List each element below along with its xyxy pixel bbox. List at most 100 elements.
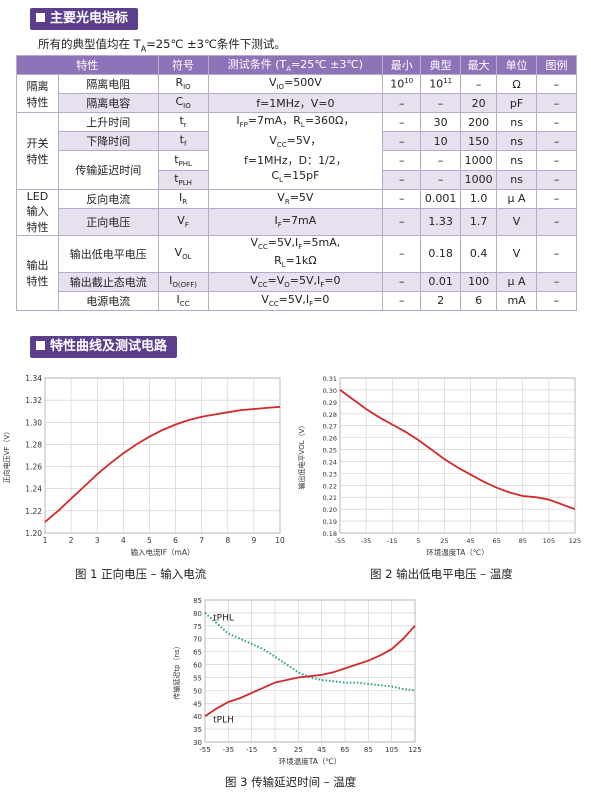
test-condition-note: 所有的典型值均在 TA=25℃ ±3℃条件下测试。 [38, 37, 286, 54]
figure: – [536, 93, 577, 113]
series-line-main [339, 389, 576, 511]
symbol: IR [157, 188, 209, 209]
x-tick-label: -35 [361, 537, 372, 545]
unit: μ A [496, 188, 538, 209]
condition: VCC=5V,IF=5mA, RL=1kΩ [207, 234, 384, 273]
y-tick-label: 0.21 [323, 494, 337, 502]
y-tick-label: 40 [193, 713, 202, 721]
x-axis-label: 环境温度TA（℃） [279, 756, 342, 766]
x-tick-label: 65 [493, 537, 501, 545]
typ: 1.33 [420, 207, 462, 236]
typ: 0.01 [420, 271, 462, 292]
symbol: RIO [157, 74, 209, 94]
y-tick-label: 1.26 [25, 463, 42, 472]
figure-caption-2: 图 2 输出低电平电压 – 温度 [370, 567, 513, 581]
x-tick-label: 125 [569, 537, 581, 545]
figure-caption-3: 图 3 传输延迟时间 – 温度 [225, 775, 357, 789]
square-icon [36, 13, 45, 22]
typ: 2 [420, 290, 462, 311]
min: – [382, 131, 422, 151]
y-tick-label: 35 [193, 726, 202, 734]
header-typ: 典型 [420, 55, 462, 75]
figure: – [536, 207, 577, 236]
condition: VR=5V [207, 188, 384, 209]
y-tick-label: 0.30 [323, 387, 337, 395]
unit: μ A [496, 271, 538, 292]
row-label: 输出截止态电流 [57, 271, 159, 292]
y-tick-label: 0.29 [323, 399, 337, 407]
y-tick-label: 55 [193, 674, 202, 682]
y-tick-label: 1.28 [25, 440, 42, 449]
y-tick-label: 1.34 [25, 374, 42, 383]
condition: f=1MHz，V=0 [207, 93, 384, 113]
x-tick-label: 85 [519, 537, 527, 545]
condition: IF=7mA [207, 207, 384, 236]
symbol: tr [157, 112, 209, 132]
symbol: tPHL [157, 150, 209, 171]
symbol: IO(OFF) [157, 271, 209, 292]
symbol: tPLH [157, 169, 209, 190]
x-tick-label: 9 [251, 536, 256, 545]
header-unit: 单位 [496, 55, 538, 75]
y-tick-label: 0.19 [323, 518, 337, 526]
header-figure: 图例 [536, 55, 577, 75]
y-tick-label: 1.30 [25, 418, 42, 427]
x-tick-label: 45 [466, 537, 474, 545]
max: 1.0 [460, 188, 498, 209]
x-tick-label: 105 [385, 746, 398, 754]
y-tick-label: 30 [193, 739, 202, 747]
group-switching: 开关 特性 [16, 112, 59, 190]
unit: ns [496, 131, 538, 151]
x-tick-label: -55 [199, 746, 210, 754]
group-output: 输出 特性 [16, 234, 59, 311]
y-tick-label: 45 [193, 700, 202, 708]
x-tick-label: 6 [173, 536, 178, 545]
min: – [382, 207, 422, 236]
typ: 0.18 [420, 234, 462, 273]
x-tick-label: -35 [223, 746, 234, 754]
x-tick-label: 105 [543, 537, 555, 545]
y-tick-label: 0.18 [323, 530, 337, 538]
header-min: 最小 [382, 55, 422, 75]
y-axis-label: 传输延迟tp（ns） [172, 642, 181, 699]
symbol: CIO [157, 93, 209, 113]
x-axis-label: 输入电流IF（mA） [131, 547, 195, 557]
typ: – [420, 150, 462, 171]
typ: – [420, 169, 462, 190]
series-line-tPLH [204, 625, 416, 717]
max: 1.7 [460, 207, 498, 236]
y-tick-label: 0.24 [323, 458, 337, 466]
y-tick-label: 0.23 [323, 470, 337, 478]
min: – [382, 290, 422, 311]
section-title: 特性曲线及测试电路 [50, 339, 168, 354]
spec-table: 特性 符号 测试条件 (TA=25℃ ±3℃) 最小 典型 最大 单位 图例 隔… [16, 55, 577, 311]
chart-output-low-voltage: -55 -35 -15 5 25 45 65 85 105 125 0.18 0.19 0.20 0.21… [297, 375, 581, 557]
max: – [460, 74, 498, 94]
unit: ns [496, 169, 538, 190]
typ: 30 [420, 112, 462, 132]
y-tick-label: 0.20 [323, 506, 337, 514]
x-tick-label: -15 [246, 746, 257, 754]
plot-area [339, 377, 576, 534]
y-tick-label: 0.31 [323, 375, 337, 383]
max: 150 [460, 131, 498, 151]
x-tick-label: 3 [95, 536, 100, 545]
row-label: 反向电流 [57, 188, 159, 209]
condition: VCC=VO=5V,IF=0 [207, 271, 384, 292]
figure: – [536, 290, 577, 311]
section-header-curves: 特性曲线及测试电路 [30, 336, 178, 358]
symbol: tf [157, 131, 209, 151]
section-header-specs: 主要光电指标 [30, 8, 139, 30]
x-tick-label: 5 [147, 536, 152, 545]
symbol: VF [157, 207, 209, 236]
chart-forward-voltage: 1 2 3 4 5 6 7 8 9 10 1.20 1.22 1.24 1.26 1.28 1.30 1.32 1… [2, 374, 285, 557]
y-tick-label: 1.32 [25, 396, 42, 405]
symbol: ICC [157, 290, 209, 311]
x-tick-label: 5 [416, 537, 420, 545]
switch-condition: IFP=7mA，RL=360Ω， VCC=5V， f=1MHz，D：1/2， CL=1… [207, 112, 384, 190]
row-label: 上升时间 [57, 112, 159, 132]
section-title: 主要光电指标 [50, 11, 129, 26]
condition: VCC=5V,IF=0 [207, 290, 384, 311]
y-tick-label: 75 [193, 623, 202, 631]
min: – [382, 150, 422, 171]
